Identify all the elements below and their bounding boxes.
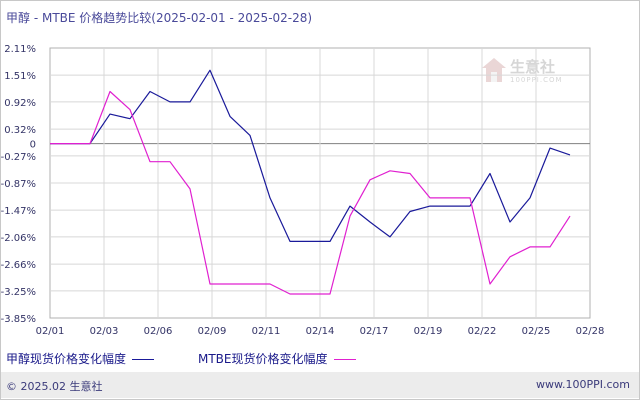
- y-tick-label: -0.27%: [1, 152, 36, 163]
- x-tick-label: 02/03: [90, 326, 119, 337]
- house-logo-icon: [482, 58, 506, 82]
- x-tick-label: 02/19: [414, 326, 443, 337]
- watermark-brand: 生意社: [510, 58, 556, 76]
- footer-site-link[interactable]: www.100PPI.com: [536, 378, 630, 391]
- y-tick-label: 1.51%: [4, 71, 36, 82]
- y-tick-label: -1.47%: [1, 206, 36, 217]
- y-tick-label: 0: [30, 140, 36, 151]
- y-tick-label: 0.92%: [4, 98, 36, 109]
- x-tick-label: 02/11: [252, 326, 281, 337]
- x-tick-label: 02/06: [144, 326, 173, 337]
- x-tick-label: 02/14: [306, 326, 335, 337]
- legend-item-series1: 甲醇现货价格变化幅度: [6, 350, 155, 367]
- chart-title: 甲醇 - MTBE 价格趋势比较(2025-02-01 - 2025-02-28…: [6, 11, 313, 25]
- legend-swatch-series1: [132, 359, 155, 360]
- x-tick-label: 02/01: [36, 326, 65, 337]
- y-tick-label: -2.66%: [1, 260, 36, 271]
- y-tick-label: -3.85%: [1, 314, 36, 325]
- y-tick-label: -3.25%: [1, 287, 36, 298]
- series-line-2: [50, 90, 571, 295]
- x-tick-label: 02/09: [198, 326, 227, 337]
- x-tick-label: 02/17: [360, 326, 389, 337]
- x-tick-label: 02/22: [468, 326, 497, 337]
- legend-item-series2: MTBE现货价格变化幅度: [198, 350, 356, 367]
- legend-label-series2: MTBE现货价格变化幅度: [198, 352, 328, 366]
- x-tick-label: 02/28: [576, 326, 605, 337]
- legend-swatch-series2: [333, 359, 356, 360]
- footer-copyright: © 2025.02 生意社: [6, 380, 103, 393]
- series-line-1: [50, 69, 571, 242]
- x-tick-label: 02/25: [522, 326, 551, 337]
- y-tick-label: -2.06%: [1, 233, 36, 244]
- legend-label-series1: 甲醇现货价格变化幅度: [6, 352, 127, 366]
- y-tick-label: -0.87%: [1, 179, 36, 190]
- y-tick-label: 2.11%: [4, 44, 36, 55]
- footer-bar: [1, 372, 639, 398]
- y-tick-label: 0.32%: [4, 125, 36, 136]
